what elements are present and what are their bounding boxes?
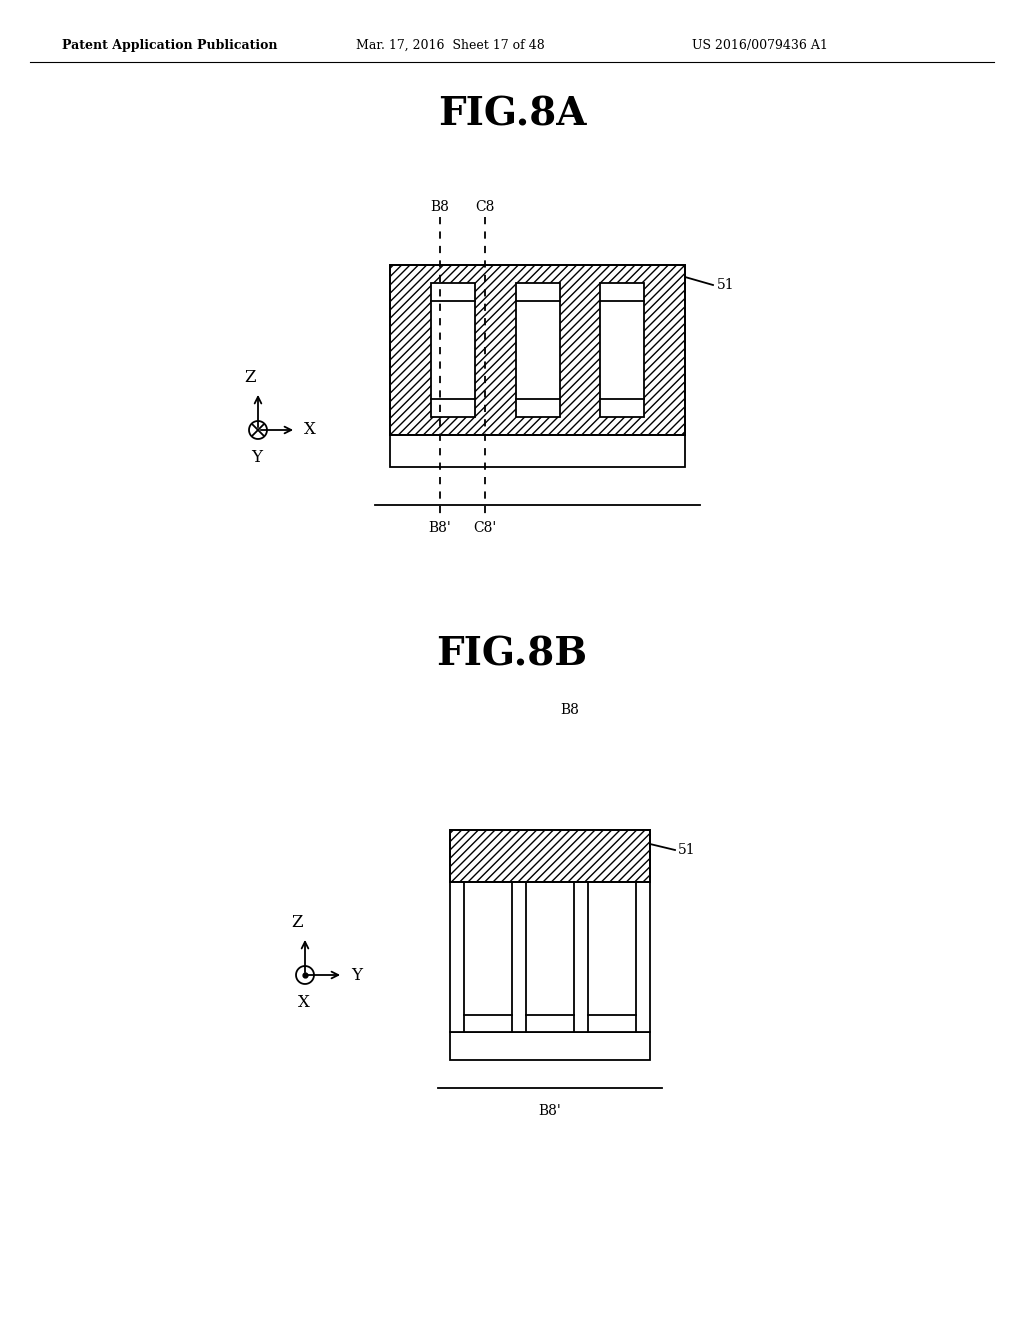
Bar [390, 265, 685, 436]
Text: B8': B8' [428, 521, 452, 535]
Bar [600, 399, 644, 417]
Text: Mar. 17, 2016  Sheet 17 of 48: Mar. 17, 2016 Sheet 17 of 48 [355, 38, 545, 51]
Bar [450, 1032, 650, 1060]
Text: Z: Z [291, 913, 303, 931]
Text: FIG.8A: FIG.8A [437, 96, 587, 135]
Text: X: X [298, 994, 310, 1011]
Text: 51: 51 [717, 279, 734, 292]
Bar [600, 282, 644, 417]
Bar [515, 282, 559, 301]
Bar [390, 436, 685, 467]
Text: C8': C8' [473, 521, 497, 535]
Bar [574, 882, 588, 1032]
Bar [588, 882, 636, 1032]
Bar [512, 882, 526, 1032]
Bar [431, 399, 475, 417]
Bar [450, 882, 650, 1032]
Bar [600, 282, 644, 301]
Bar [588, 1015, 636, 1032]
Text: B8: B8 [560, 704, 580, 717]
Bar [431, 282, 475, 417]
Bar [431, 282, 475, 417]
Bar [515, 399, 559, 417]
Text: B8: B8 [430, 201, 450, 214]
Text: Y: Y [351, 966, 362, 983]
Text: X: X [304, 421, 315, 438]
Bar [390, 265, 685, 436]
Bar [450, 830, 650, 882]
Bar [600, 282, 644, 417]
Text: B8': B8' [539, 1104, 561, 1118]
Bar [526, 882, 574, 1032]
Text: Y: Y [252, 449, 262, 466]
Bar [431, 282, 475, 301]
Bar [636, 882, 650, 1032]
Text: Patent Application Publication: Patent Application Publication [62, 38, 278, 51]
Bar [464, 882, 512, 1032]
Text: C8: C8 [475, 201, 495, 214]
Bar [450, 882, 464, 1032]
Text: FIG.8B: FIG.8B [436, 636, 588, 675]
Bar [515, 282, 559, 417]
Bar [515, 282, 559, 417]
Bar [526, 1015, 574, 1032]
Text: US 2016/0079436 A1: US 2016/0079436 A1 [692, 38, 828, 51]
Bar [450, 830, 650, 882]
Text: Z: Z [245, 370, 256, 385]
Bar [464, 1015, 512, 1032]
Bar [450, 882, 650, 1032]
Text: 51: 51 [678, 843, 695, 857]
